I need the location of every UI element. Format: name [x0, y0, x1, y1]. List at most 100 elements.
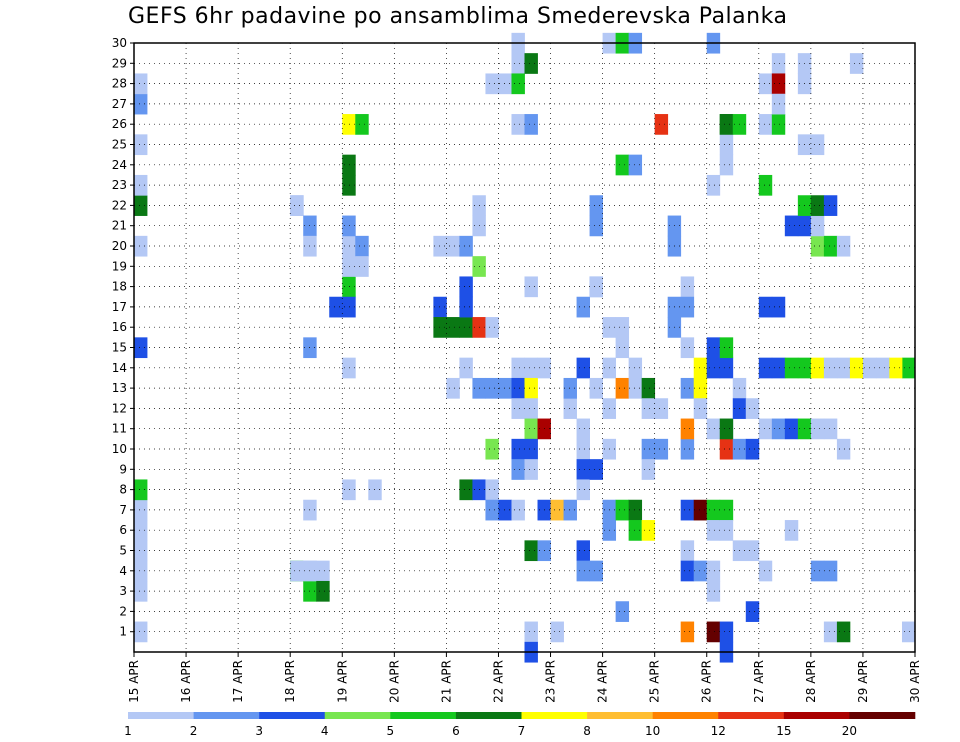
colorbar-label: 3 [255, 724, 263, 738]
heatmap-cell [758, 296, 773, 318]
colorbar-swatch [783, 712, 850, 719]
heatmap-cell [810, 418, 825, 440]
heatmap-cell [680, 621, 695, 643]
heatmap-cell [810, 195, 825, 216]
y-tick-label: 17 [112, 300, 127, 314]
heatmap-cell [134, 540, 148, 562]
heatmap-cell [342, 174, 356, 196]
colorbar-label: 15 [776, 724, 791, 738]
y-tick-label: 27 [112, 97, 127, 111]
heatmap-cell [875, 357, 890, 379]
heatmap-cell [342, 479, 356, 501]
x-tick-label: 28 APR [804, 660, 818, 703]
heatmap-cell [628, 499, 643, 521]
y-tick-label: 21 [112, 219, 127, 233]
heatmap-cell [706, 357, 721, 379]
y-tick-label: 10 [112, 442, 127, 456]
heatmap-cell [485, 499, 499, 521]
heatmap-cell [758, 174, 773, 196]
heatmap-cell [550, 621, 564, 643]
x-tick-label: 29 APR [856, 660, 870, 703]
heatmap-cell [706, 580, 721, 602]
y-tick-label: 3 [119, 584, 127, 598]
heatmap-cell [615, 601, 630, 622]
y-tick-label: 13 [112, 381, 127, 395]
heatmap-cell [524, 621, 538, 643]
colorbar-label: 4 [321, 724, 329, 738]
heatmap-cell [719, 154, 734, 176]
y-tick-label: 30 [112, 36, 127, 50]
heatmap-cell [719, 621, 734, 643]
y-tick-label: 29 [112, 56, 127, 70]
x-tick-label: 19 APR [335, 660, 349, 703]
heatmap-cell [134, 621, 148, 643]
heatmap-cell [680, 540, 695, 562]
heatmap-cell [511, 499, 525, 521]
colorbar-swatch [128, 712, 194, 719]
y-tick-label: 26 [112, 117, 127, 131]
colorbar-swatch [193, 712, 260, 719]
heatmap-cell [459, 479, 473, 501]
heatmap-cells [134, 32, 916, 663]
heatmap-cell [524, 114, 538, 135]
heatmap-cell [641, 377, 656, 399]
x-tick-label: 22 APR [491, 660, 505, 703]
heatmap-cell [524, 377, 538, 399]
heatmap-cell [615, 337, 630, 359]
heatmap-cell [342, 296, 356, 318]
heatmap-cell [329, 296, 343, 318]
heatmap-cell [719, 520, 734, 541]
heatmap-cell [576, 357, 590, 379]
heatmap-cell [355, 114, 369, 135]
heatmap-cell [680, 418, 695, 440]
heatmap-cell [446, 235, 460, 257]
chart-title: GEFS 6hr padavine po ansamblima Smederev… [128, 4, 788, 29]
heatmap-cell [134, 499, 148, 521]
heatmap-cell [511, 459, 525, 480]
heatmap-cell [524, 438, 538, 460]
heatmap-cell [290, 560, 304, 582]
heatmap-cell [433, 296, 447, 318]
heatmap-cell [355, 256, 369, 277]
heatmap-cell [823, 621, 838, 643]
heatmap-cell [485, 317, 499, 338]
heatmap-cell [758, 114, 773, 135]
colorbar-label: 12 [711, 724, 726, 738]
heatmap-cell [719, 499, 734, 521]
y-tick-label: 28 [112, 77, 127, 91]
colorbar-swatch [455, 712, 522, 719]
heatmap-cell [680, 337, 695, 359]
heatmap-cell [342, 256, 356, 277]
heatmap-cell [563, 499, 577, 521]
heatmap-cell [706, 499, 721, 521]
colorbar-swatch [652, 712, 719, 719]
colorbar-swatch [259, 712, 326, 719]
heatmap-cell [849, 357, 864, 379]
heatmap-cell [459, 317, 473, 338]
heatmap-cell [290, 195, 304, 216]
x-tick-label: 27 APR [752, 660, 766, 703]
heatmap-cell [823, 235, 838, 257]
heatmap-cell [784, 215, 799, 237]
heatmap-cell [433, 317, 447, 338]
heatmap-cell [719, 357, 734, 379]
y-tick-label: 9 [119, 462, 127, 476]
heatmap-cell [459, 276, 473, 298]
heatmap-cell [771, 114, 786, 135]
heatmap-cell [134, 520, 148, 541]
heatmap-cell [693, 377, 708, 399]
heatmap-cell [654, 438, 669, 460]
colorbar-label: 10 [645, 724, 660, 738]
colorbar-label: 20 [842, 724, 857, 738]
heatmap-cell [849, 53, 864, 74]
heatmap-cell [784, 520, 799, 541]
heatmap-cell [134, 195, 148, 216]
heatmap-cell [342, 357, 356, 379]
x-tick-label: 18 APR [283, 660, 297, 703]
heatmap-cell [134, 134, 148, 156]
heatmap-cell [433, 235, 447, 257]
x-axis-ticks: 15 APR 16 APR 17 APR 18 APR 19 APR 20 APR 21 A… [127, 652, 922, 703]
heatmap-cell [823, 560, 838, 582]
heatmap-cell [784, 357, 799, 379]
colorbar-label: 5 [387, 724, 395, 738]
